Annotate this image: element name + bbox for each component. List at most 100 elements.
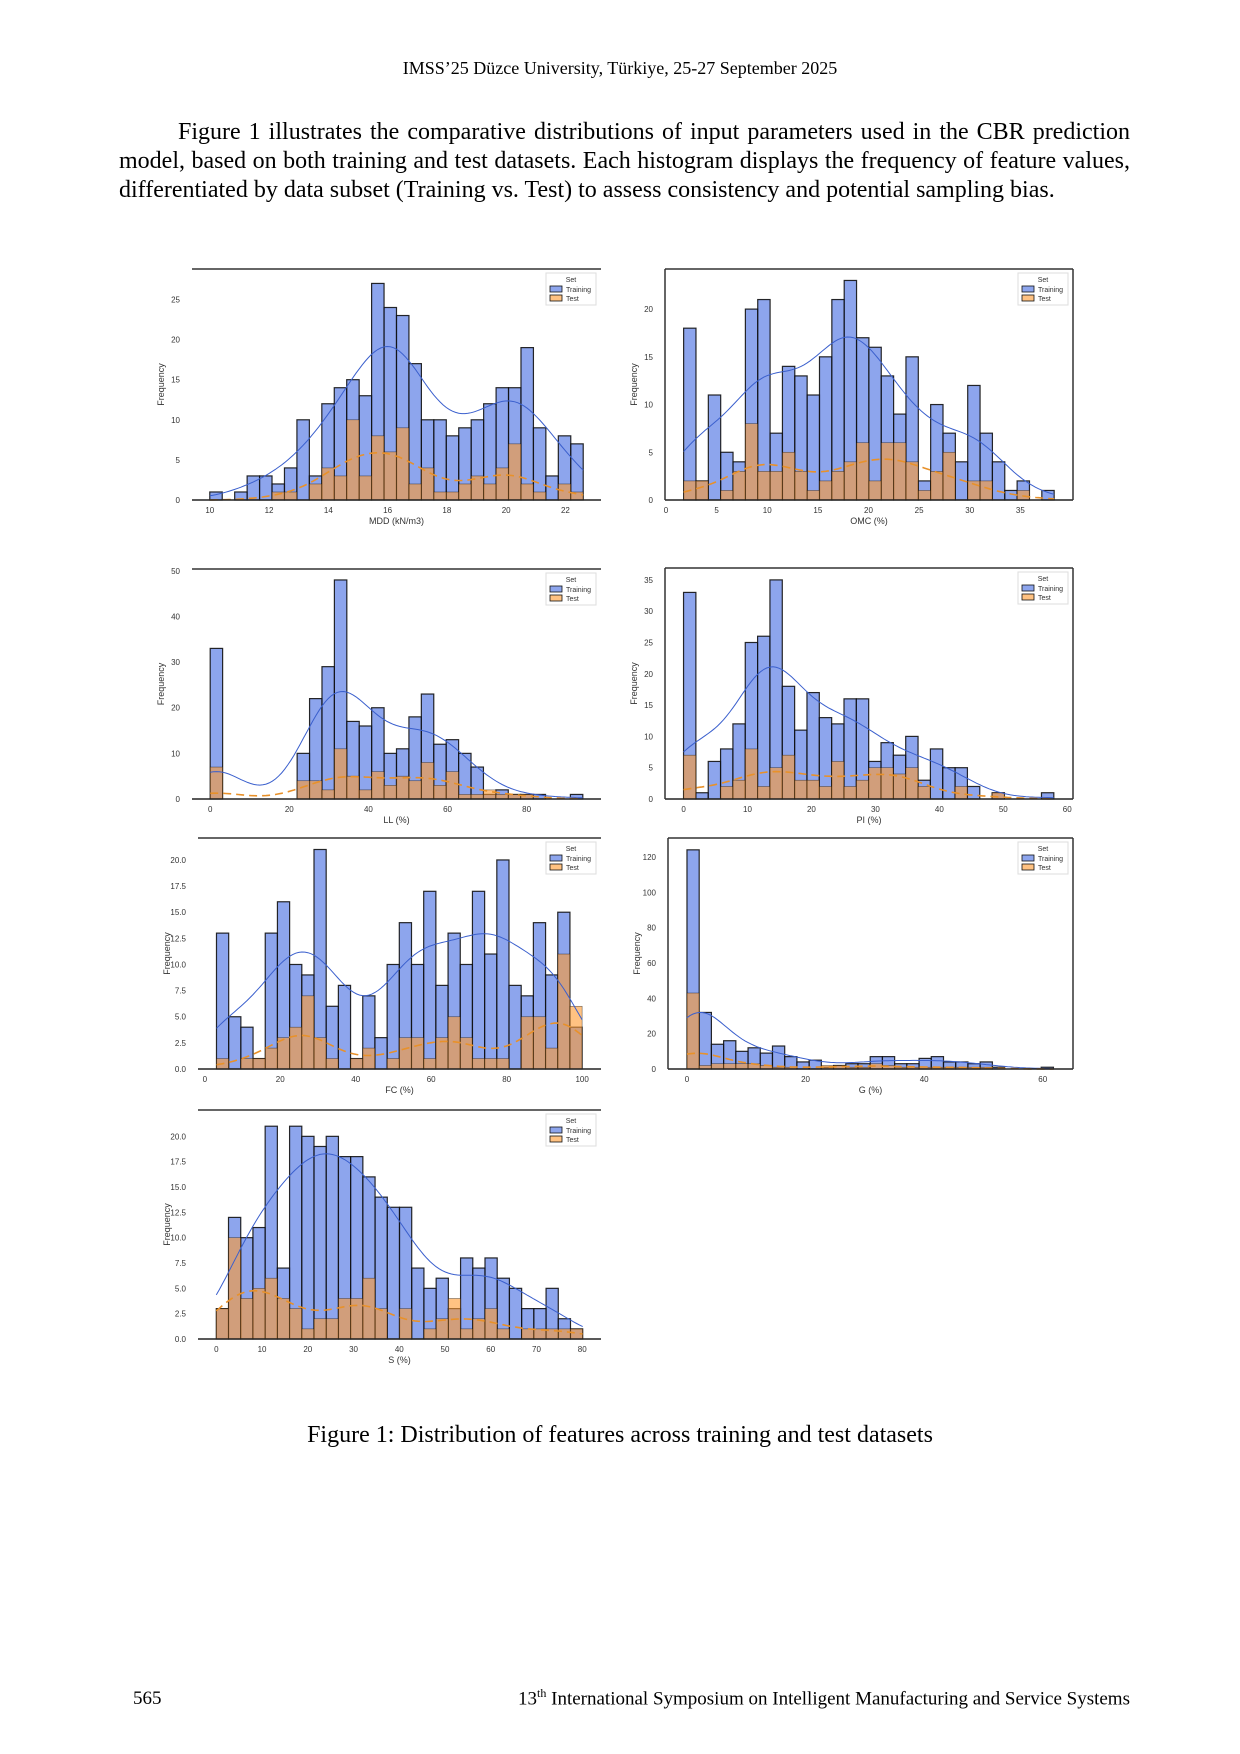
training-bar bbox=[458, 752, 472, 800]
test-bar bbox=[794, 779, 808, 800]
training-bar bbox=[482, 793, 497, 800]
legend-box bbox=[1017, 571, 1069, 605]
test-bar bbox=[371, 435, 385, 501]
x-tick-label: 0 bbox=[685, 1075, 690, 1084]
training-bar bbox=[472, 1267, 486, 1340]
test-bar bbox=[309, 483, 323, 501]
training-bar bbox=[483, 403, 497, 501]
y-tick-label: 2.5 bbox=[175, 1039, 187, 1048]
training-kde-line bbox=[686, 1012, 1054, 1070]
test-bar bbox=[325, 1318, 339, 1340]
training-bar bbox=[695, 792, 709, 800]
footer-sup: th bbox=[537, 1686, 547, 1700]
training-bar bbox=[906, 1063, 920, 1070]
test-bar bbox=[757, 786, 771, 800]
training-bar bbox=[710, 1043, 725, 1070]
training-bar bbox=[371, 282, 385, 501]
test-bar bbox=[399, 1308, 413, 1340]
y-tick-label: 10.0 bbox=[170, 960, 186, 969]
x-tick-label: 0 bbox=[214, 1345, 219, 1354]
test-bar bbox=[264, 1047, 278, 1070]
x-tick-label: 22 bbox=[561, 506, 570, 515]
test-bar bbox=[683, 480, 697, 501]
test-bar bbox=[252, 1058, 266, 1070]
test-bar bbox=[906, 1066, 920, 1070]
test-bar bbox=[321, 467, 335, 501]
test-bar bbox=[942, 451, 956, 501]
y-tick-label: 10 bbox=[171, 416, 180, 425]
y-tick-label: 5 bbox=[649, 764, 654, 773]
training-bar bbox=[771, 1045, 786, 1070]
test-bar bbox=[967, 480, 981, 501]
training-bar bbox=[246, 475, 261, 501]
training-bar bbox=[855, 337, 870, 501]
test-kde-line bbox=[683, 458, 1055, 500]
y-tick-label: 20 bbox=[171, 336, 180, 345]
training-bar bbox=[918, 1057, 932, 1070]
test-bar bbox=[806, 490, 820, 501]
test-bar bbox=[545, 1328, 559, 1340]
legend-label-training: Training bbox=[1038, 586, 1063, 593]
training-bar bbox=[942, 432, 956, 501]
training-bar bbox=[258, 475, 273, 501]
training-bar bbox=[398, 1206, 413, 1340]
test-bar bbox=[930, 471, 944, 501]
legend-box bbox=[1017, 841, 1069, 875]
training-bar bbox=[843, 698, 857, 800]
training-bar bbox=[496, 1277, 511, 1340]
training-bar bbox=[308, 698, 323, 800]
training-bar bbox=[228, 1016, 242, 1070]
training-bar bbox=[832, 1064, 847, 1070]
legend-swatch-test bbox=[1021, 294, 1035, 302]
training-bar bbox=[719, 748, 734, 800]
legend-box bbox=[1017, 272, 1069, 306]
training-bar bbox=[520, 995, 534, 1070]
training-bar bbox=[408, 363, 422, 501]
training-bar bbox=[520, 347, 535, 501]
y-tick-label: 5.0 bbox=[175, 1013, 187, 1022]
training-bar bbox=[820, 1066, 835, 1070]
test-bar bbox=[421, 467, 435, 501]
test-bar bbox=[967, 1066, 981, 1070]
test-bar bbox=[880, 767, 894, 800]
test-bar bbox=[744, 748, 758, 800]
test-kde-line bbox=[683, 770, 1054, 800]
training-bar bbox=[447, 932, 461, 1070]
y-tick-label: 20 bbox=[644, 305, 653, 314]
training-bar bbox=[508, 984, 522, 1070]
y-tick-label: 5 bbox=[176, 456, 181, 465]
test-bar bbox=[228, 1237, 242, 1340]
y-tick-label: 15 bbox=[171, 376, 180, 385]
test-bar bbox=[784, 1066, 798, 1070]
y-tick-label: 30 bbox=[644, 607, 653, 616]
training-bar bbox=[880, 742, 894, 800]
training-bar bbox=[215, 1308, 230, 1340]
training-bar bbox=[337, 984, 352, 1070]
test-bar bbox=[383, 451, 397, 501]
y-tick-label: 5.0 bbox=[175, 1284, 187, 1293]
test-bar bbox=[520, 483, 534, 501]
test-bar bbox=[856, 442, 870, 501]
training-bar bbox=[420, 419, 435, 501]
test-bar bbox=[458, 794, 472, 800]
training-bar bbox=[794, 729, 808, 800]
test-bar bbox=[882, 1065, 895, 1070]
test-bar bbox=[856, 779, 869, 800]
x-tick-label: 20 bbox=[502, 506, 511, 515]
training-bar bbox=[784, 1056, 798, 1070]
training-bar bbox=[423, 1287, 437, 1340]
x-tick-label: 60 bbox=[486, 1345, 495, 1354]
training-bar bbox=[930, 1056, 945, 1070]
training-bar bbox=[301, 1135, 315, 1340]
training-bar bbox=[532, 922, 547, 1070]
test-bar bbox=[495, 467, 509, 501]
training-bar bbox=[470, 766, 485, 800]
test-bar bbox=[979, 1066, 993, 1070]
test-bar bbox=[905, 461, 919, 501]
x-axis-label: OMC (%) bbox=[850, 516, 888, 526]
training-bar bbox=[682, 591, 697, 800]
test-bar bbox=[930, 1066, 944, 1070]
training-bar bbox=[756, 635, 771, 800]
